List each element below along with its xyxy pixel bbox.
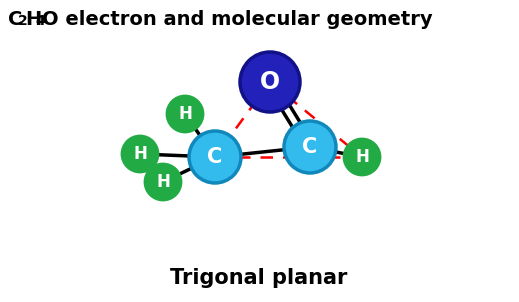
Circle shape xyxy=(284,121,336,173)
Text: H: H xyxy=(178,105,192,123)
Text: C: C xyxy=(208,147,223,167)
Text: C: C xyxy=(8,10,22,29)
Circle shape xyxy=(122,136,158,172)
Circle shape xyxy=(189,131,241,183)
Text: 4: 4 xyxy=(35,14,45,28)
Circle shape xyxy=(145,164,181,200)
Text: 2: 2 xyxy=(18,14,28,28)
Text: Trigonal planar: Trigonal planar xyxy=(170,268,348,288)
Text: H: H xyxy=(156,173,170,191)
Circle shape xyxy=(167,96,203,132)
Circle shape xyxy=(240,52,300,112)
Text: H: H xyxy=(25,10,41,29)
Text: H: H xyxy=(133,145,147,163)
Text: H: H xyxy=(355,148,369,166)
Text: O electron and molecular geometry: O electron and molecular geometry xyxy=(42,10,433,29)
Text: O: O xyxy=(260,70,280,94)
Text: C: C xyxy=(303,137,318,157)
Circle shape xyxy=(344,139,380,175)
